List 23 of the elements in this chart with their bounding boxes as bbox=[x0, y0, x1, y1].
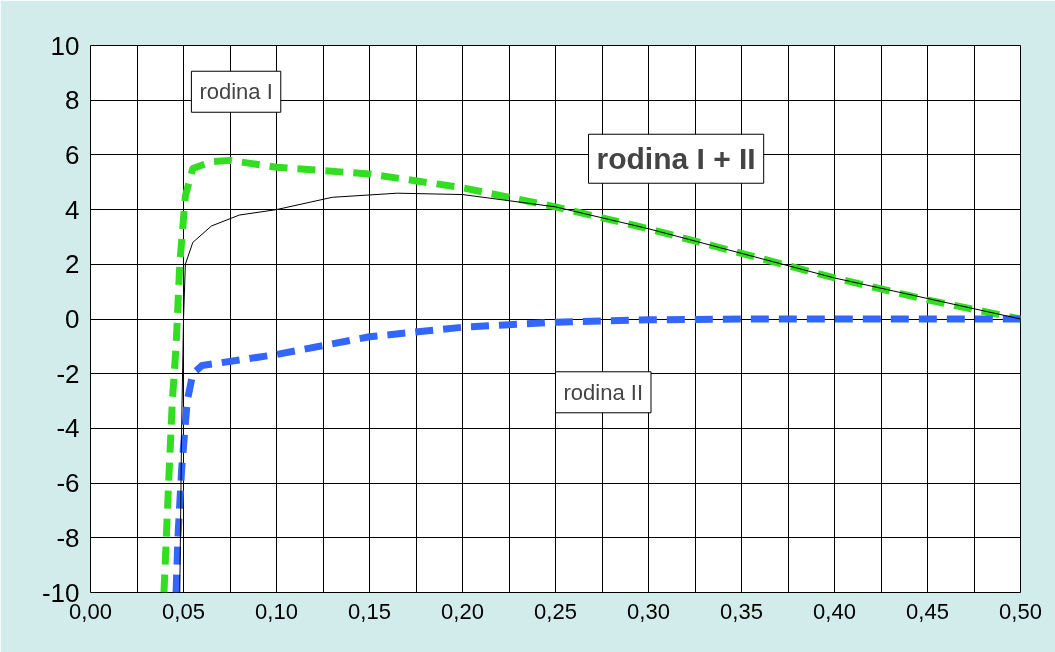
x-tick-label: 0,45 bbox=[906, 598, 949, 624]
y-tick-label: -2 bbox=[56, 358, 80, 389]
x-tick-label: 0,50 bbox=[999, 598, 1042, 624]
y-tick-label: -6 bbox=[56, 468, 80, 499]
x-tick-label: 0,35 bbox=[720, 598, 763, 624]
x-tick-label: 0,40 bbox=[813, 598, 856, 624]
y-tick-label: 6 bbox=[65, 139, 80, 170]
x-tick-label: 0,30 bbox=[627, 598, 670, 624]
x-tick-label: 0,10 bbox=[255, 598, 298, 624]
x-tick-label: 0,25 bbox=[534, 598, 577, 624]
y-tick-label: -8 bbox=[56, 522, 80, 553]
x-tick-label: 0,05 bbox=[162, 598, 205, 624]
y-tick-label: -4 bbox=[56, 413, 80, 444]
x-tick-label: 0,15 bbox=[348, 598, 391, 624]
y-tick-label: 2 bbox=[65, 249, 80, 280]
x-tick-label: 0,20 bbox=[441, 598, 484, 624]
series-label: rodina I + II bbox=[596, 142, 756, 176]
y-tick-label: 8 bbox=[65, 85, 80, 116]
text: rodina I bbox=[199, 79, 273, 105]
y-tick-label: 4 bbox=[65, 194, 80, 225]
y-tick-label: 0 bbox=[65, 304, 80, 334]
text: rodina II bbox=[563, 379, 643, 405]
y-tick-label: 10 bbox=[50, 30, 80, 61]
